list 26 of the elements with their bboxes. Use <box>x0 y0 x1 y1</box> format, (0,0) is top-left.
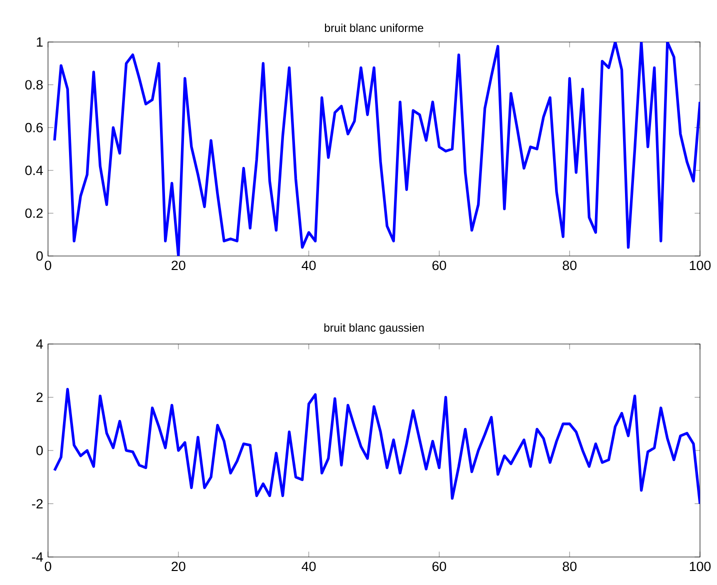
y-tick-label: -4 <box>32 552 43 562</box>
y-tick-label: 0.6 <box>25 122 43 132</box>
y-tick-label: 1 <box>36 37 43 47</box>
y-tick-label: 0.2 <box>25 208 43 218</box>
line-series <box>53 42 700 256</box>
y-tick-label: 0.4 <box>25 166 43 176</box>
x-tick-label: 0 <box>44 562 52 572</box>
x-tick-label: 20 <box>172 562 186 572</box>
y-tick-label: 0.8 <box>25 80 43 90</box>
x-tick-label: 60 <box>432 260 446 270</box>
y-tick-label: 4 <box>36 339 43 349</box>
x-tick-label: 40 <box>302 562 316 572</box>
x-tick-label: 60 <box>432 562 446 572</box>
x-tick-label: 80 <box>562 562 576 572</box>
y-tick-label: 2 <box>36 392 43 402</box>
y-tick-label: -2 <box>32 499 43 508</box>
x-tick-label: 20 <box>172 260 186 270</box>
x-tick-label: 100 <box>690 562 711 572</box>
y-tick-label: 0 <box>36 446 43 456</box>
chart-title: bruit blanc uniforme <box>324 24 424 32</box>
x-tick-label: 80 <box>562 260 576 270</box>
y-tick-label: 0 <box>36 251 43 261</box>
chart-title: bruit blanc gaussien <box>324 323 424 334</box>
x-tick-label: 100 <box>690 260 711 270</box>
x-tick-label: 40 <box>302 260 316 270</box>
x-tick-label: 0 <box>44 260 52 270</box>
